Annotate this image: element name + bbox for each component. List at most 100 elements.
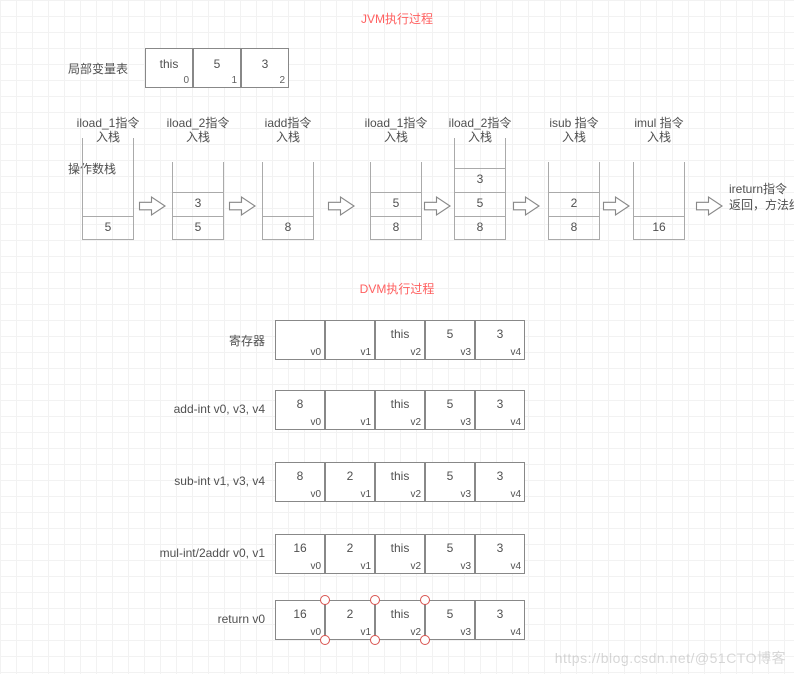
diagram-root: { "colors": { "title": "#ff6060", "borde… [0,0,794,674]
arrow-icon [695,194,725,218]
jvm-instruction-label: iload_1指令入栈 [365,116,428,145]
jvm-stack-divider [454,192,506,193]
register-cell: 5 v3 [425,390,475,430]
register-name: v1 [360,627,371,638]
register-cell: 3v4 [475,600,525,640]
register-value: this [376,327,424,341]
jvm-stack-divider [262,216,314,217]
register-cell: this v2 [375,600,425,640]
register-value: 5 [426,327,474,341]
jvm-return-label: ireturn指令返回，方法结束 [729,182,794,213]
register-cell: 2 v1 [325,462,375,502]
register-cell: 3 v4 [475,462,525,502]
arrow-icon [512,194,542,218]
local-var-label: 局部变量表 [68,60,128,77]
arrow-icon [228,194,258,218]
jvm-stack-divider [454,216,506,217]
register-name: v1 [360,489,371,500]
register-name: v4 [510,347,521,358]
register-value: 2 [326,607,374,621]
register-name: v2 [410,561,421,572]
register-name: v0 [310,561,321,572]
register-value: 16 [276,541,324,555]
register-name: v0 [310,347,321,358]
register-cell: thisv2 [375,462,425,502]
register-value: 3 [476,469,524,483]
connector-dot [420,595,430,605]
register-cell: 3v4 [475,320,525,360]
register-cell: 5v3 [425,462,475,502]
jvm-stack-divider [548,216,600,217]
jvm-instruction-label: isub 指令入栈 [549,116,598,145]
local-var-cell: 51 [193,48,241,88]
jvm-stack-value: 8 [454,220,506,234]
register-name: v4 [510,627,521,638]
jvm-stack-divider [370,216,422,217]
register-name: v3 [460,489,471,500]
register-name: v2 [410,489,421,500]
connector-dot [370,595,380,605]
connector-dot [320,595,330,605]
register-name: v2 [410,627,421,638]
register-cell: thisv2 [375,390,425,430]
local-var-value: 5 [194,57,240,71]
dvm-instruction-label: sub-int v1, v3, v4 [135,474,265,488]
jvm-stack-value: 16 [633,220,685,234]
register-name: v2 [410,347,421,358]
connector-dot [370,635,380,645]
register-cell: 5 v3 [425,320,475,360]
dvm-instruction-label: add-int v0, v3, v4 [135,402,265,416]
jvm-stack-value: 2 [548,196,600,210]
register-name: v4 [510,417,521,428]
register-value: 5 [426,607,474,621]
arrow-icon [423,194,453,218]
connector-dot [320,635,330,645]
register-name: v0 [310,627,321,638]
register-cell: this v2 [375,534,425,574]
register-cell: 8v0 [275,390,325,430]
jvm-instruction-label: imul 指令入栈 [634,116,683,145]
jvm-stack-divider [454,168,506,169]
register-value: 2 [326,541,374,555]
register-name: v4 [510,489,521,500]
register-value: 5 [426,541,474,555]
jvm-stack-value: 8 [262,220,314,234]
register-value: this [376,607,424,621]
register-name: v0 [310,417,321,428]
local-var-index: 2 [279,75,285,86]
register-cell: v1 [325,320,375,360]
arrow-icon [327,194,357,218]
register-name: v3 [460,627,471,638]
register-value: 2 [326,469,374,483]
local-var-index: 0 [183,75,189,86]
register-cell: 16 v0 [275,534,325,574]
register-value: this [376,541,424,555]
jvm-instruction-label: iadd指令入栈 [265,116,312,145]
register-name: v0 [310,489,321,500]
local-var-cell: this 0 [145,48,193,88]
register-cell: 8v0 [275,462,325,502]
register-cell: v0 [275,320,325,360]
jvm-title: JVM执行过程 [0,10,794,27]
jvm-instruction-label: iload_2指令入栈 [167,116,230,145]
register-value: 16 [276,607,324,621]
register-name: v3 [460,417,471,428]
register-name: v3 [460,347,471,358]
jvm-stack-value: 8 [370,220,422,234]
register-cell: this v2 [375,320,425,360]
register-value: 5 [426,397,474,411]
register-name: v1 [360,561,371,572]
jvm-stack-value: 3 [172,196,224,210]
local-var-value: this [146,57,192,71]
register-value: this [376,397,424,411]
local-var-value: 3 [242,57,288,71]
register-cell: 2 v1 [325,534,375,574]
register-name: v1 [360,347,371,358]
jvm-stack-divider [548,192,600,193]
jvm-stack-divider [82,216,134,217]
register-name: v3 [460,561,471,572]
register-value: 3 [476,541,524,555]
jvm-stack-divider [633,216,685,217]
watermark: https://blog.csdn.net/@51CTO博客 [555,648,786,668]
jvm-stack-value: 3 [454,172,506,186]
